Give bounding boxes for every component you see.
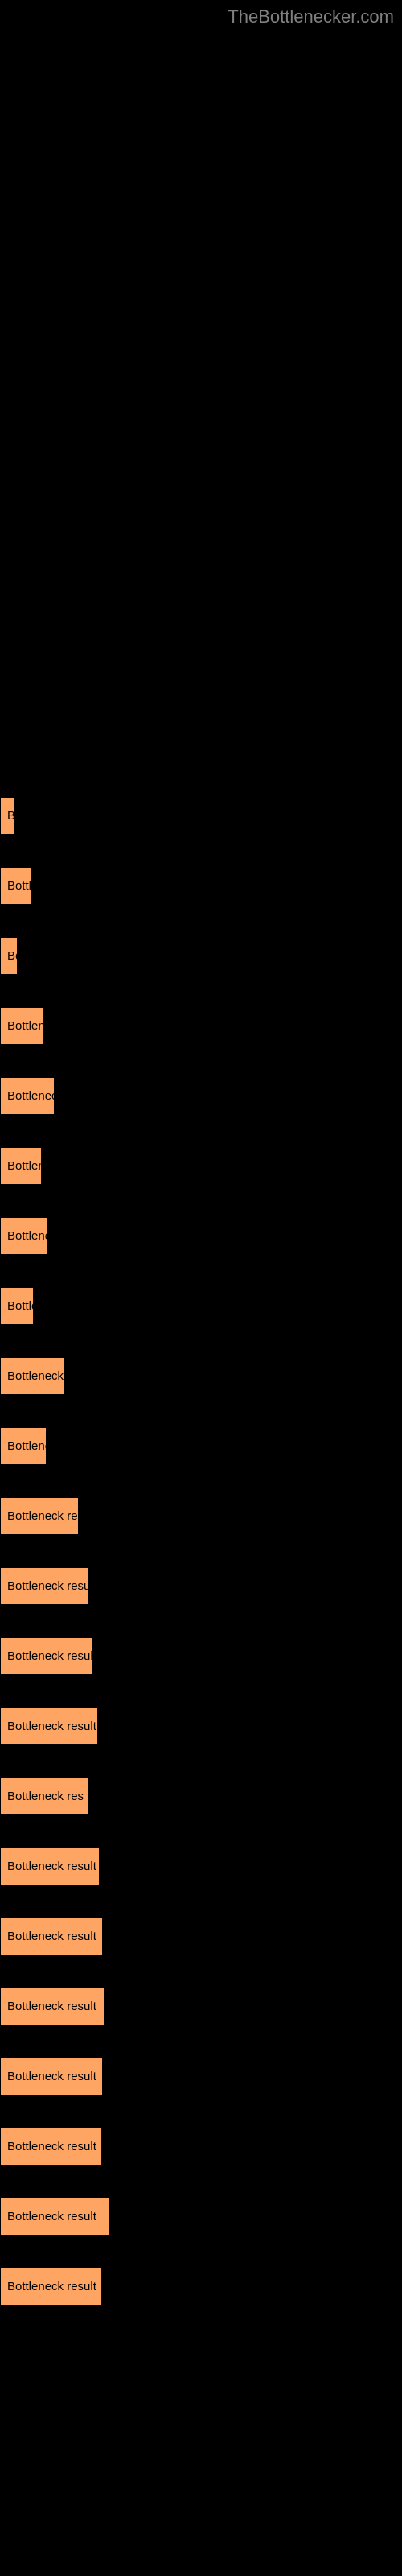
bottleneck-result-button[interactable]: Bottleneck res bbox=[0, 1777, 88, 1815]
bottleneck-result-button[interactable]: Bottle bbox=[0, 1287, 34, 1325]
bottleneck-result-button[interactable]: Bottleneck bbox=[0, 1077, 55, 1115]
bottleneck-result-button[interactable]: Bottleneck result bbox=[0, 1847, 100, 1885]
bottleneck-result-button[interactable]: Bottlene bbox=[0, 1007, 43, 1045]
bottleneck-result-button[interactable]: Bottlene bbox=[0, 1147, 42, 1185]
bottleneck-result-button[interactable]: Bo bbox=[0, 937, 18, 975]
top-spacer bbox=[0, 0, 402, 797]
bottleneck-result-button[interactable]: Bottleneck result bbox=[0, 2198, 109, 2235]
bottleneck-result-button[interactable]: Bottleneck result bbox=[0, 2058, 103, 2095]
bottleneck-result-button[interactable]: Bottlenec bbox=[0, 1217, 48, 1255]
bottleneck-result-button[interactable]: Bottleneck result bbox=[0, 1567, 88, 1605]
bottleneck-result-button[interactable]: Bottle bbox=[0, 867, 32, 905]
watermark-text: TheBottlenecker.com bbox=[228, 6, 394, 27]
bottleneck-result-button[interactable]: Bottleneck result bbox=[0, 1918, 103, 1955]
bottleneck-result-button[interactable]: B bbox=[0, 797, 14, 835]
bottleneck-result-button[interactable]: Bottleneck result bbox=[0, 1637, 93, 1675]
bottleneck-result-button[interactable]: Bottlene bbox=[0, 1427, 47, 1465]
bottleneck-result-button[interactable]: Bottleneck r bbox=[0, 1357, 64, 1395]
bottleneck-result-button[interactable]: Bottleneck result bbox=[0, 2128, 101, 2165]
bottleneck-result-button[interactable]: Bottleneck result bbox=[0, 2268, 101, 2306]
buttons-container: B Bottle Bo Bottlene Bottleneck Bottlene Bottl… bbox=[0, 797, 402, 2306]
bottleneck-result-button[interactable]: Bottleneck result bbox=[0, 1988, 105, 2025]
bottleneck-result-button[interactable]: Bottleneck resu bbox=[0, 1497, 79, 1535]
bottleneck-result-button[interactable]: Bottleneck result bbox=[0, 1707, 98, 1745]
